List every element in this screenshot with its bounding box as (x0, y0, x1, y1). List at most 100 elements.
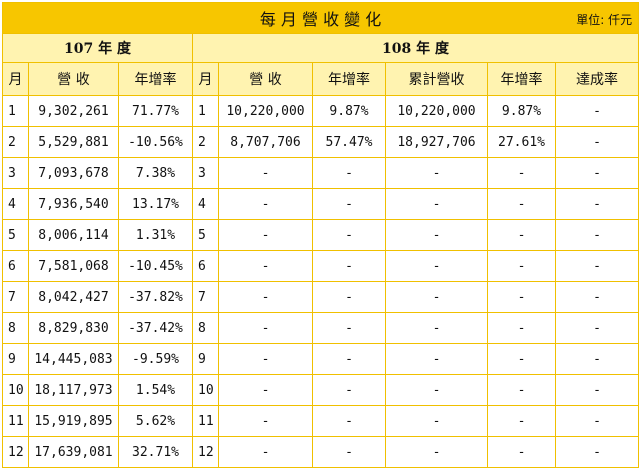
cell: 11 (192, 405, 219, 437)
cell: 6 (192, 250, 219, 282)
cell: - (312, 281, 386, 313)
data-row: 2 5,529,881 -10.56% 2 8,707,706 57.47% 18,927,… (2, 126, 640, 158)
cell: - (554, 374, 640, 406)
data-row: 12 17,639,081 32.71% 12- - - - - (2, 436, 640, 468)
cell: 7 (2, 281, 29, 313)
cell: - (487, 281, 556, 313)
cell: - (312, 157, 386, 189)
cell: 11 (2, 405, 29, 437)
cell: 8,042,427 (28, 281, 119, 313)
cell: - (385, 312, 488, 344)
cell: - (312, 188, 386, 220)
column-header: 累計營收 (385, 62, 488, 96)
cell: 27.61% (487, 126, 556, 158)
cell: 32.71% (118, 436, 193, 468)
cell: - (385, 343, 488, 375)
cell: 10,220,000 (385, 95, 488, 127)
cell: 2 (2, 126, 29, 158)
cell: - (218, 188, 313, 220)
cell: 5 (192, 219, 219, 251)
cell: - (218, 157, 313, 189)
cell: 3 (2, 157, 29, 189)
cell: 7.38% (118, 157, 193, 189)
cell: 12 (2, 436, 29, 468)
cell: - (385, 219, 488, 251)
cell: - (487, 250, 556, 282)
cell: - (218, 405, 313, 437)
cell: -9.59% (118, 343, 193, 375)
data-row: 5 8,006,114 1.31% 5- - - - - (2, 219, 640, 251)
cell: 9.87% (312, 95, 386, 127)
column-header: 年增率 (312, 62, 386, 96)
column-header: 營 收 (218, 62, 313, 96)
cell: -10.56% (118, 126, 193, 158)
cell: - (312, 250, 386, 282)
cell: - (218, 343, 313, 375)
cell: - (487, 219, 556, 251)
cell: - (218, 436, 313, 468)
cell: - (218, 312, 313, 344)
column-header: 年增率 (487, 62, 556, 96)
cell: - (554, 126, 640, 158)
cell: - (487, 374, 556, 406)
cell: - (554, 343, 640, 375)
data-row: 4 7,936,540 13.17% 4- - - - - (2, 188, 640, 220)
title: 每 月 營 收 變 化 (259, 10, 382, 29)
cell: 5.62% (118, 405, 193, 437)
cell: - (218, 374, 313, 406)
cell: - (487, 343, 556, 375)
cell: - (312, 374, 386, 406)
cell: 71.77% (118, 95, 193, 127)
cell: - (218, 281, 313, 313)
cell: 1.31% (118, 219, 193, 251)
cell: - (312, 219, 386, 251)
cell: - (487, 436, 556, 468)
cell: 10,220,000 (218, 95, 313, 127)
cell: 7 (192, 281, 219, 313)
cell: - (554, 188, 640, 220)
cell: - (385, 436, 488, 468)
cell: 7,581,068 (28, 250, 119, 282)
cell: 1 (192, 95, 219, 127)
cell: - (312, 343, 386, 375)
cell: - (385, 188, 488, 220)
data-row: 10 18,117,973 1.54% 10- - - - - (2, 374, 640, 406)
cell: - (487, 188, 556, 220)
cell: 8,006,114 (28, 219, 119, 251)
cell: 5,529,881 (28, 126, 119, 158)
column-header: 年增率 (118, 62, 193, 96)
cell: 7,936,540 (28, 188, 119, 220)
cell: - (554, 219, 640, 251)
cell: 8,829,830 (28, 312, 119, 344)
cell: - (554, 281, 640, 313)
title-cell: 每 月 營 收 變 化 單位: 仟元 (1, 2, 640, 34)
column-header: 月 (2, 62, 29, 96)
cell: - (385, 405, 488, 437)
cell: - (554, 436, 640, 468)
cell: 4 (2, 188, 29, 220)
cell: 9 (2, 343, 29, 375)
cell: 2 (192, 126, 219, 158)
cell: - (385, 250, 488, 282)
cell: - (554, 157, 640, 189)
year-header: 107 年 度 (2, 33, 193, 63)
data-row: 11 15,919,895 5.62% 11- - - - - (2, 405, 640, 437)
cell: 18,117,973 (28, 374, 119, 406)
cell: - (218, 219, 313, 251)
cell: -37.82% (118, 281, 193, 313)
title-row: 每 月 營 收 變 化 單位: 仟元 (1, 2, 640, 34)
column-header-row: 月營 收年增率月營 收年增率 累計營收 年增率 達成率 (2, 62, 640, 96)
cell: - (312, 312, 386, 344)
data-row: 8 8,829,830 -37.42% 8- - - - - (2, 312, 640, 344)
cell: 13.17% (118, 188, 193, 220)
cell: 6 (2, 250, 29, 282)
cell: 9.87% (487, 95, 556, 127)
cell: 8 (192, 312, 219, 344)
cell: 8 (2, 312, 29, 344)
cell: - (385, 281, 488, 313)
cell: - (554, 250, 640, 282)
cell: 8,707,706 (218, 126, 313, 158)
cell: - (487, 157, 556, 189)
cell: 1.54% (118, 374, 193, 406)
